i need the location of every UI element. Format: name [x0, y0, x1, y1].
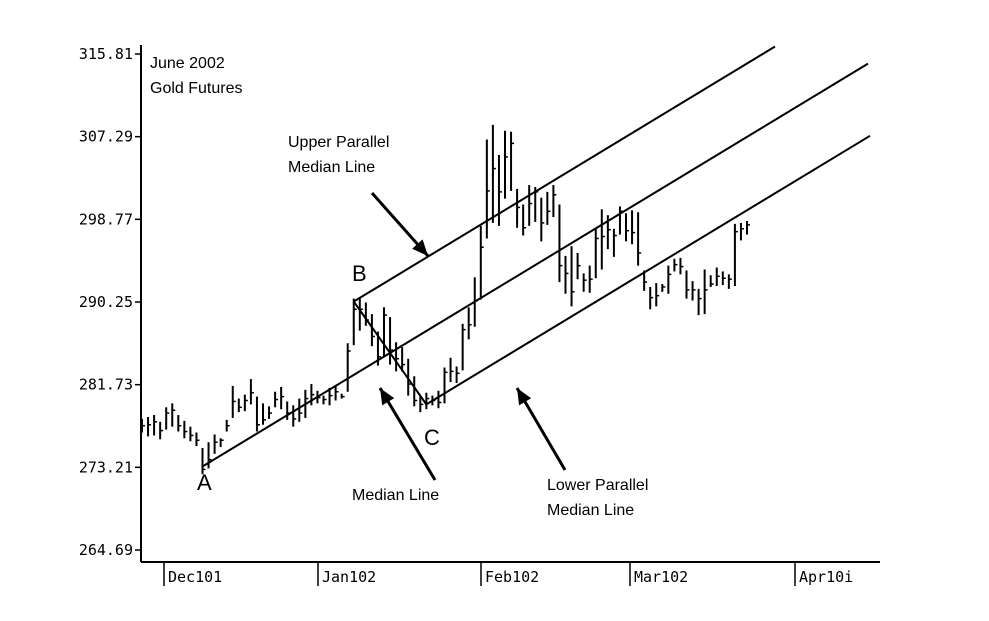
annotation-arrows [370, 192, 567, 481]
y-tick-label: 264.69 [79, 541, 133, 559]
pivot-label-a: A [197, 470, 212, 495]
y-tick-label: 307.29 [79, 128, 133, 146]
pivot-bc-line [352, 300, 428, 405]
pivot-label-c: C [424, 425, 440, 450]
y-tick-label: 315.81 [79, 45, 133, 63]
x-tick-label: Jan102 [322, 568, 376, 586]
lower-parallel-label-line-1: Lower Parallel [547, 477, 648, 494]
x-tick-label: Mar102 [634, 568, 688, 586]
y-tick-group: 315.81 307.29 298.77 290.25 281.73 273.21 264.… [79, 45, 141, 559]
upper-parallel-median-line [353, 45, 776, 303]
chart-title-line-2: Gold Futures [150, 80, 242, 97]
x-tick-group: Dec101 Jan102 Feb102 Mar102 Apr10i [163, 562, 853, 586]
x-tick-label: Dec101 [168, 568, 222, 586]
y-tick-label: 290.25 [79, 293, 133, 311]
upper-parallel-arrow [370, 192, 430, 257]
lower-parallel-median-line [425, 134, 871, 406]
median-line [201, 62, 869, 468]
median-line-arrow [378, 387, 437, 481]
pitchfork-lines [201, 45, 871, 468]
axes [140, 45, 880, 563]
upper-parallel-label-line-1: Upper Parallel [288, 134, 389, 151]
y-tick-label: 298.77 [79, 210, 133, 228]
x-tick-label: Apr10i [799, 568, 853, 586]
median-line-label: Median Line [352, 487, 439, 504]
chart-title-line-1: June 2002 [150, 55, 225, 72]
y-tick-label: 281.73 [79, 376, 133, 394]
y-tick-label: 273.21 [79, 458, 133, 476]
x-tick-label: Feb102 [485, 568, 539, 586]
upper-parallel-label-line-2: Median Line [288, 159, 375, 176]
lower-parallel-arrow [515, 387, 567, 471]
price-bars [141, 124, 750, 475]
pivot-label-b: B [352, 261, 367, 286]
lower-parallel-label-line-2: Median Line [547, 502, 634, 519]
